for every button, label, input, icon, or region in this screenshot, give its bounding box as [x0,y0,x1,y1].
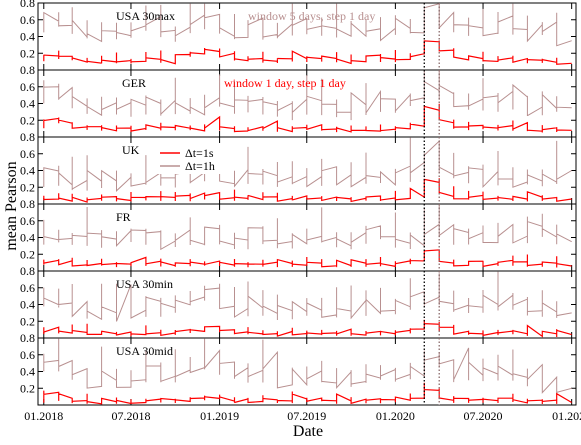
y-tick-label: 0.2 [20,314,35,328]
series-line-dt-1h [43,338,572,395]
series-line-dt-1s [43,40,572,65]
y-tick-label: 0.4 [20,30,35,44]
panels-layer: 0.2 0.4 0.6 0.8 USA 30max window 5 days, step… [20,0,581,423]
panel-label: USA 30max [116,9,175,23]
annotation: window 1 day, step 1 day [224,76,346,90]
panel-3: 0.2 0.4 0.6 0.8 FR [20,197,577,272]
y-tick-label: 0.6 [20,13,35,27]
y-tick-label: 0.8 [20,264,35,278]
y-tick-label: 0.8 [20,63,35,77]
x-axis-title: Date [293,423,323,440]
panel-label: UK [122,143,140,157]
panel-label: FR [116,210,131,224]
series-line-dt-1h [43,137,572,192]
x-tick-label: 01.2019 [200,409,239,423]
y-tick-label: 0.8 [20,197,35,211]
y-tick-label: 0.8 [20,0,35,10]
y-tick-label: 0.6 [20,80,35,94]
x-tick-label: 01.2018 [24,409,63,423]
panel-0: 0.2 0.4 0.6 0.8 USA 30max window 5 days, step… [20,0,577,71]
y-tick-label: 0.4 [20,97,35,111]
y-tick-label: 0.4 [20,298,35,312]
panel-4: 0.2 0.4 0.6 0.8 USA 30min [20,264,577,339]
panel-label: USA 30mid [116,344,173,358]
x-tick-label: 07.2020 [464,409,503,423]
y-tick-label: 0.8 [20,130,35,144]
y-tick-label: 0.2 [20,247,35,261]
y-tick-label: 0.6 [20,214,35,228]
panel-5: 0.2 0.4 0.6 0.8 USA 30mid 01.2018 07.2018 01.20… [20,331,581,423]
y-tick-label: 0.6 [20,281,35,295]
x-tick-label: 07.2019 [287,409,326,423]
series-line-dt-1h [43,271,572,322]
series-line-dt-1s [43,382,573,405]
series-line-dt-1s [43,319,572,338]
y-axis-title: mean Pearson [3,161,20,250]
y-tick-label: 0.4 [20,231,35,245]
panel-1: 0.2 0.4 0.6 0.8 GER window 1 day, step 1 day [20,63,577,138]
x-tick-label: 01.2021 [552,409,581,423]
panel-label: GER [122,76,146,90]
series-line-dt-1h [43,3,572,47]
panel-label: USA 30min [116,277,173,291]
y-tick-label: 0.4 [20,365,35,379]
y-tick-label: 0.2 [20,180,35,194]
annotation: window 5 days, step 1 day [248,9,375,23]
legend-box [156,144,222,174]
series-line-dt-1h [43,70,572,121]
x-tick-label: 01.2020 [376,409,415,423]
legend-label: Δt=1h [185,159,215,173]
legend-label: Δt=1s [185,146,214,160]
y-tick-label: 0.2 [20,381,35,395]
series-line-dt-1s [43,178,572,203]
x-tick-label: 07.2018 [111,409,150,423]
y-tick-label: 0.4 [20,164,35,178]
y-tick-label: 0.2 [20,46,35,60]
series-line-dt-1s [43,249,572,268]
y-tick-label: 0.6 [20,147,35,161]
y-tick-label: 0.6 [20,348,35,362]
y-tick-label: 0.8 [20,331,35,345]
series-line-dt-1s [43,103,572,133]
y-tick-label: 0.2 [20,113,35,127]
series-line-dt-1h [43,204,572,251]
